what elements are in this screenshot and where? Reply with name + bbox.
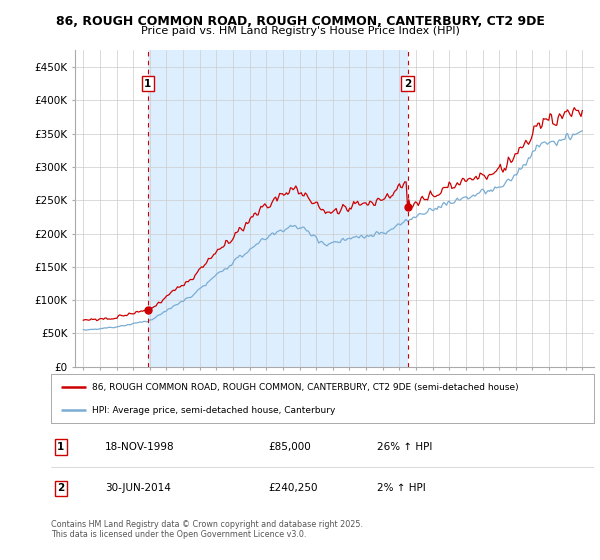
- Text: £240,250: £240,250: [268, 483, 318, 493]
- Text: £85,000: £85,000: [268, 442, 311, 452]
- Text: Price paid vs. HM Land Registry's House Price Index (HPI): Price paid vs. HM Land Registry's House …: [140, 26, 460, 36]
- Text: 2: 2: [404, 78, 412, 88]
- Text: 86, ROUGH COMMON ROAD, ROUGH COMMON, CANTERBURY, CT2 9DE (semi-detached house): 86, ROUGH COMMON ROAD, ROUGH COMMON, CAN…: [92, 383, 518, 392]
- Text: 18-NOV-1998: 18-NOV-1998: [106, 442, 175, 452]
- Text: 30-JUN-2014: 30-JUN-2014: [106, 483, 171, 493]
- Bar: [148, 50, 407, 367]
- Text: Contains HM Land Registry data © Crown copyright and database right 2025.
This d: Contains HM Land Registry data © Crown c…: [51, 520, 363, 539]
- Text: HPI: Average price, semi-detached house, Canterbury: HPI: Average price, semi-detached house,…: [92, 406, 335, 415]
- Text: 1: 1: [57, 442, 64, 452]
- Text: 1: 1: [144, 78, 151, 88]
- Text: 2% ↑ HPI: 2% ↑ HPI: [377, 483, 425, 493]
- Text: 2: 2: [57, 483, 64, 493]
- Text: 26% ↑ HPI: 26% ↑ HPI: [377, 442, 432, 452]
- Text: 86, ROUGH COMMON ROAD, ROUGH COMMON, CANTERBURY, CT2 9DE: 86, ROUGH COMMON ROAD, ROUGH COMMON, CAN…: [56, 15, 544, 27]
